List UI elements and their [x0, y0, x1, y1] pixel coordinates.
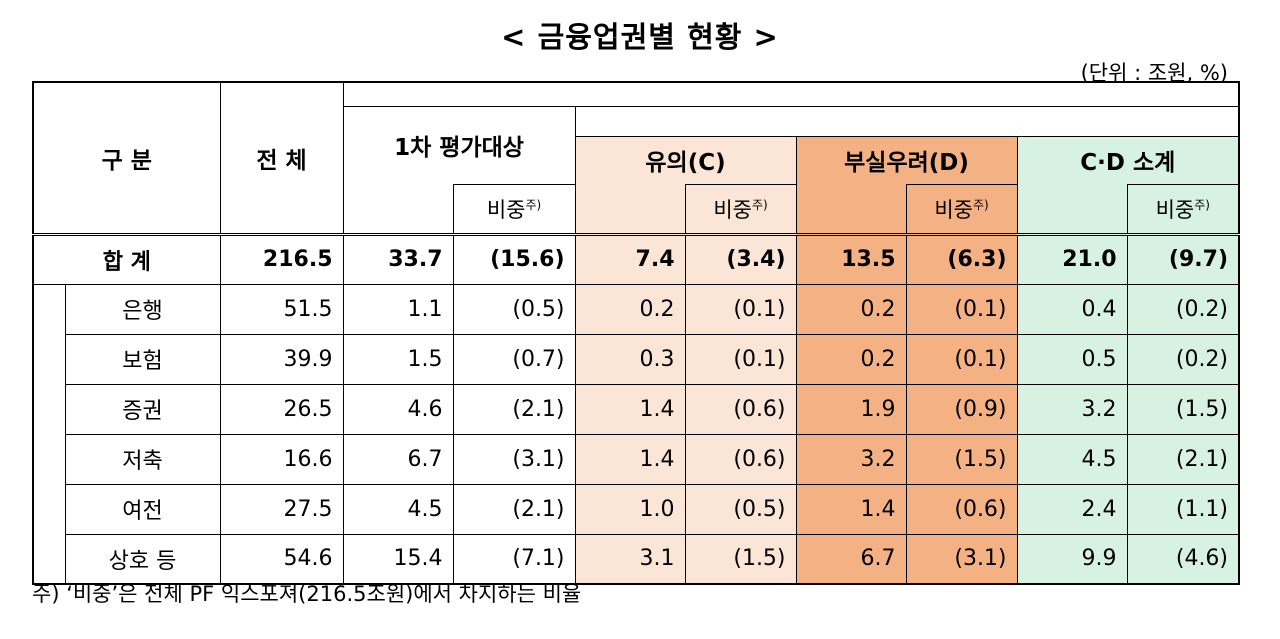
table-row: 여전 27.5 4.5 (2.1) 1.0 (0.5) 1.4 (0.6) 2.… [33, 483, 1241, 534]
cell-cd-share: (2.1) [1127, 433, 1241, 484]
summary-total: 216.5 [220, 232, 344, 284]
row-label: 보험 [65, 333, 221, 384]
cell-cd-share: (1.5) [1127, 383, 1241, 434]
cell-first-share: (0.5) [453, 283, 576, 334]
cell-total: 51.5 [220, 283, 344, 334]
cell-risk-share: (3.1) [906, 533, 1018, 585]
header-first-eval: 1차 평가대상 [343, 105, 576, 184]
row-label: 상호 등 [65, 533, 221, 585]
cell-total: 27.5 [220, 483, 344, 534]
cell-cd-share: (1.1) [1127, 483, 1241, 534]
footnote: 주) ‘비중’은 전체 PF 익스포져(216.5조원)에서 차지하는 비율 [32, 582, 582, 606]
summary-first-eval: 33.7 [343, 232, 454, 284]
cell-caution: 1.4 [575, 433, 686, 484]
table-row: 보험 39.9 1.5 (0.7) 0.3 (0.1) 0.2 (0.1) 0.… [33, 333, 1241, 384]
header-top-spacer [343, 81, 1241, 106]
cell-risk: 1.4 [796, 483, 907, 534]
cell-risk: 0.2 [796, 283, 907, 334]
cell-risk-share: (0.1) [906, 333, 1018, 384]
financial-sector-table: 구 분 전 체 1차 평가대상 유의(C) 부실우려(D) C·D 소계 비중주… [31, 81, 1241, 585]
summary-label: 합 계 [31, 232, 221, 284]
cell-cd-share: (0.2) [1127, 283, 1241, 334]
summary-row: 합 계 216.5 33.7 (15.6) 7.4 (3.4) 13.5 (6.… [31, 232, 1241, 284]
header-caution-blank [575, 184, 686, 234]
cell-total: 54.6 [220, 533, 344, 585]
cell-cd-share: (0.2) [1127, 333, 1241, 384]
header-risk-blank [796, 184, 907, 234]
cell-risk-share: (1.5) [906, 433, 1018, 484]
cell-caution: 1.0 [575, 483, 686, 534]
header-caution: 유의(C) [575, 135, 797, 184]
cell-risk: 1.9 [796, 383, 907, 434]
cell-total: 26.5 [220, 383, 344, 434]
cell-caution: 0.3 [575, 333, 686, 384]
cell-caution: 1.4 [575, 383, 686, 434]
table-row: 증권 26.5 4.6 (2.1) 1.4 (0.6) 1.9 (0.9) 3.… [33, 383, 1241, 434]
cell-caution: 0.2 [575, 283, 686, 334]
cell-cd: 3.2 [1017, 383, 1128, 434]
row-label: 은행 [65, 283, 221, 334]
cell-risk: 3.2 [796, 433, 907, 484]
cell-risk: 6.7 [796, 533, 907, 585]
row-label: 증권 [65, 383, 221, 434]
summary-cd: 21.0 [1017, 232, 1128, 284]
header-total: 전 체 [220, 81, 344, 234]
header-share-cd: 비중주) [1127, 183, 1241, 234]
row-label: 여전 [65, 483, 221, 534]
cell-cd: 4.5 [1017, 433, 1128, 484]
summary-caution-share: (3.4) [685, 232, 797, 284]
cell-first-eval: 4.6 [343, 383, 454, 434]
summary-first-share: (15.6) [453, 232, 576, 284]
cell-caution-share: (0.1) [685, 333, 797, 384]
header-risk: 부실우려(D) [796, 135, 1018, 184]
row-label: 저축 [65, 433, 221, 484]
cell-first-share: (0.7) [453, 333, 576, 384]
cell-cd: 0.4 [1017, 283, 1128, 334]
header-cd-blank [1017, 184, 1128, 234]
cell-first-eval: 1.1 [343, 283, 454, 334]
cell-total: 16.6 [220, 433, 344, 484]
summary-cd-share: (9.7) [1127, 232, 1241, 284]
cell-total: 39.9 [220, 333, 344, 384]
cell-first-share: (7.1) [453, 533, 576, 585]
cell-cd: 0.5 [1017, 333, 1128, 384]
cell-caution-share: (0.5) [685, 483, 797, 534]
cell-risk-share: (0.6) [906, 483, 1018, 534]
cell-caution: 3.1 [575, 533, 686, 585]
cell-first-eval: 4.5 [343, 483, 454, 534]
cell-cd: 2.4 [1017, 483, 1128, 534]
cell-caution-share: (1.5) [685, 533, 797, 585]
header-share-risk: 비중주) [906, 183, 1018, 234]
page-title: < 금융업권별 현황 > [501, 20, 779, 54]
header-first-eval-blank [343, 184, 454, 234]
summary-caution: 7.4 [575, 232, 686, 284]
cell-caution-share: (0.1) [685, 283, 797, 334]
cell-first-eval: 6.7 [343, 433, 454, 484]
cell-risk-share: (0.9) [906, 383, 1018, 434]
table-row: 상호 등 54.6 15.4 (7.1) 3.1 (1.5) 6.7 (3.1)… [33, 533, 1241, 585]
cell-first-share: (2.1) [453, 383, 576, 434]
unit-label: (단위 : 조원, %) [1080, 61, 1228, 85]
summary-risk: 13.5 [796, 232, 907, 284]
cell-caution-share: (0.6) [685, 433, 797, 484]
table-row: 은행 51.5 1.1 (0.5) 0.2 (0.1) 0.2 (0.1) 0.… [32, 283, 1241, 585]
header-cd-subtotal: C·D 소계 [1017, 135, 1241, 184]
summary-risk-share: (6.3) [906, 232, 1018, 284]
header-spacer [575, 105, 1241, 136]
cell-risk: 0.2 [796, 333, 907, 384]
header-share-caution: 비중주) [685, 183, 797, 234]
cell-first-eval: 15.4 [343, 533, 454, 585]
cell-cd-share: (4.6) [1127, 533, 1241, 585]
cell-first-eval: 1.5 [343, 333, 454, 384]
cell-risk-share: (0.1) [906, 283, 1018, 334]
cell-cd: 9.9 [1017, 533, 1128, 585]
table-row: 저축 16.6 6.7 (3.1) 1.4 (0.6) 3.2 (1.5) 4.… [33, 433, 1241, 484]
cell-first-share: (2.1) [453, 483, 576, 534]
header-share-first: 비중주) [453, 183, 576, 234]
cell-first-share: (3.1) [453, 433, 576, 484]
cell-caution-share: (0.6) [685, 383, 797, 434]
indent-spacer [32, 283, 66, 585]
header-category: 구 분 [31, 81, 221, 234]
